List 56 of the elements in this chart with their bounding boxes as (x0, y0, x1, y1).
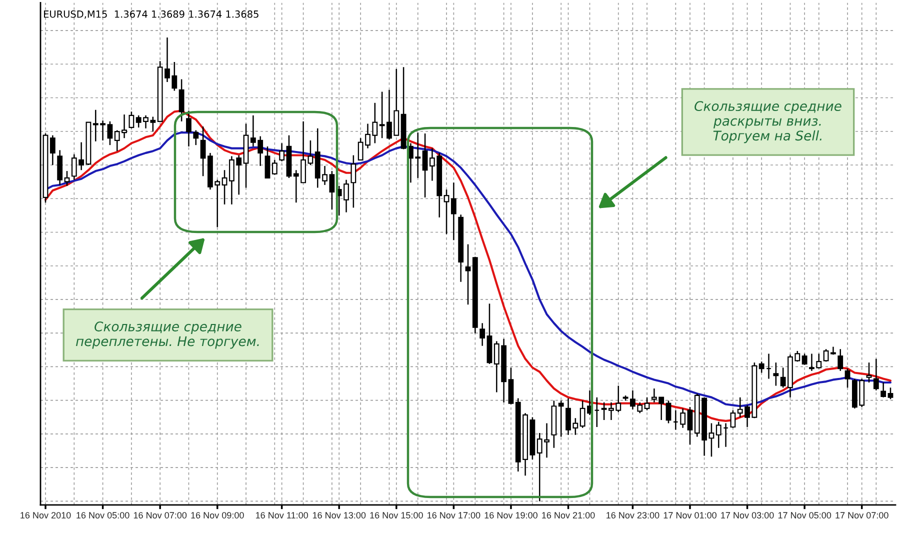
candlestick (128, 111, 134, 129)
candlestick (50, 134, 56, 166)
candlestick (680, 408, 686, 429)
candlestick (687, 406, 693, 446)
candlestick (823, 348, 829, 362)
x-tick-label: 17 Nov 07:00 (836, 512, 888, 518)
x-tick-label: 16 Nov 19:00 (484, 512, 538, 518)
annotation: Скользящие средние переплетены. Не торгуем. (76, 321, 259, 349)
candlestick (186, 110, 192, 148)
candlestick (708, 422, 714, 458)
annotation: Скользящие средние раскрыты вниз. Торгуем на Sell. (694, 101, 842, 144)
candlestick (558, 400, 564, 438)
candlestick (450, 182, 456, 241)
x-tick-label: 16 Nov 09:00 (191, 512, 244, 518)
x-tick-label: 17 Nov 03:00 (721, 512, 774, 518)
candlestick (838, 348, 844, 372)
candlestick (880, 382, 886, 398)
candlestick (350, 154, 356, 208)
candlestick (178, 78, 184, 122)
candlestick (279, 142, 285, 162)
candlestick (644, 396, 650, 411)
candlestick (888, 386, 894, 400)
candlestick (272, 159, 278, 176)
x-tick-label: 16 Nov 23:00 (606, 512, 660, 518)
x-tick-label: 16 Nov 21:00 (542, 512, 595, 518)
candlestick (508, 367, 514, 405)
candlestick (444, 188, 450, 235)
candlestick (264, 146, 270, 179)
candlestick (666, 400, 672, 424)
candlestick (773, 362, 779, 386)
candlestick (308, 140, 314, 166)
x-tick-label: 16 Nov 05:00 (76, 512, 130, 518)
candlestick (107, 120, 113, 146)
candlestick (64, 170, 70, 186)
x-tick-label: 16 Nov 17:00 (428, 512, 480, 518)
x-tick-label: 16 Nov 15:00 (370, 512, 423, 518)
candlestick (866, 362, 872, 384)
candlestick (57, 150, 63, 186)
x-tick-label: 17 Nov 05:00 (778, 512, 832, 518)
candlestick (873, 358, 879, 391)
x-tick-label: 16 Nov 2010 (20, 512, 71, 518)
x-tick-label: 16 Nov 07:00 (134, 512, 187, 518)
candlestick (730, 410, 736, 429)
candlestick (844, 368, 850, 388)
candlestick (222, 169, 228, 206)
text: EURUSD,M15 1.3674 1.3689 1.3674 1.3685 (44, 10, 258, 19)
candlestick (193, 130, 199, 146)
candlestick (480, 322, 486, 346)
candlestick (716, 421, 722, 448)
candlestick (422, 132, 428, 198)
candlestick (802, 353, 808, 366)
candlestick (465, 244, 471, 306)
x-tick-label: 16 Nov 13:00 (312, 512, 366, 518)
x-tick-label: 16 Nov 11:00 (256, 512, 308, 518)
candlestick (758, 360, 764, 374)
x-tick-label: 17 Nov 01:00 (664, 512, 716, 518)
